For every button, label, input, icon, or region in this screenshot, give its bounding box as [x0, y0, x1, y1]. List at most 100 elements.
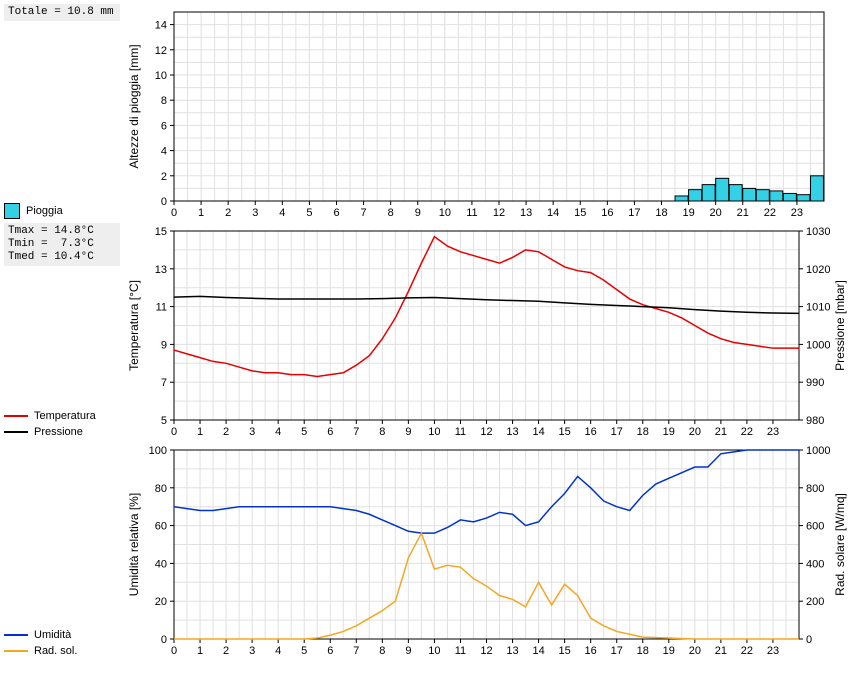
legend-line — [4, 634, 28, 636]
legend-rain: Pioggia — [4, 203, 120, 219]
svg-text:980: 980 — [806, 415, 824, 427]
svg-text:3: 3 — [252, 207, 258, 219]
svg-text:2: 2 — [223, 645, 229, 657]
legend-label: Temperatura — [34, 410, 96, 422]
svg-text:9: 9 — [161, 339, 167, 351]
svg-text:2: 2 — [223, 426, 229, 438]
legend-item: Rad. sol. — [4, 645, 120, 657]
svg-text:23: 23 — [767, 645, 779, 657]
svg-text:Pressione [mbar]: Pressione [mbar] — [833, 280, 847, 371]
svg-text:6: 6 — [327, 426, 333, 438]
svg-text:14: 14 — [155, 20, 167, 32]
svg-text:1: 1 — [198, 207, 204, 219]
svg-text:17: 17 — [611, 645, 623, 657]
chart-rain: 0123456789101112131415161718192021222302… — [124, 4, 856, 219]
svg-text:990: 990 — [806, 377, 824, 389]
svg-text:4: 4 — [161, 146, 167, 158]
svg-text:4: 4 — [279, 207, 285, 219]
svg-text:5: 5 — [306, 207, 312, 219]
svg-text:18: 18 — [637, 426, 649, 438]
svg-text:16: 16 — [585, 426, 597, 438]
svg-text:14: 14 — [532, 426, 544, 438]
svg-text:13: 13 — [520, 207, 532, 219]
svg-text:15: 15 — [559, 426, 571, 438]
svg-text:60: 60 — [155, 521, 167, 533]
svg-text:0: 0 — [171, 645, 177, 657]
legend-item: Temperatura — [4, 410, 120, 422]
svg-text:10: 10 — [439, 207, 451, 219]
svg-text:14: 14 — [532, 645, 544, 657]
legend-swatch — [4, 203, 20, 219]
svg-text:8: 8 — [388, 207, 394, 219]
svg-text:1010: 1010 — [806, 302, 830, 314]
svg-text:1020: 1020 — [806, 264, 830, 276]
svg-text:4: 4 — [275, 426, 281, 438]
svg-text:7: 7 — [161, 377, 167, 389]
svg-text:7: 7 — [353, 645, 359, 657]
legend-label: Umidità — [34, 629, 71, 641]
svg-text:21: 21 — [737, 207, 749, 219]
svg-text:800: 800 — [806, 483, 824, 495]
svg-text:5: 5 — [301, 645, 307, 657]
svg-text:8: 8 — [379, 426, 385, 438]
svg-text:23: 23 — [767, 426, 779, 438]
svg-text:3: 3 — [249, 645, 255, 657]
weather-charts-page: Totale = 10.8 mm Pioggia 012345678910111… — [4, 4, 856, 661]
svg-text:2: 2 — [161, 171, 167, 183]
svg-text:6: 6 — [161, 120, 167, 132]
svg-text:9: 9 — [415, 207, 421, 219]
svg-text:0: 0 — [161, 634, 167, 646]
legend-item: Pioggia — [4, 203, 120, 219]
row-humid: UmiditàRad. sol. 01234567891011121314151… — [4, 442, 856, 657]
row-temp: Tmax = 14.8°C Tmin = 7.3°C Tmed = 10.4°C… — [4, 223, 856, 438]
svg-text:11: 11 — [455, 645, 466, 657]
svg-text:11: 11 — [455, 426, 466, 438]
svg-text:7: 7 — [353, 426, 359, 438]
svg-text:10: 10 — [428, 645, 440, 657]
svg-text:1: 1 — [197, 645, 203, 657]
svg-text:17: 17 — [628, 207, 640, 219]
chart-temp: 0123456789101112131415161718192021222357… — [124, 223, 856, 438]
left-col-humid: Umidità Rad. sol. — [4, 442, 124, 657]
svg-text:15: 15 — [574, 207, 586, 219]
stats-temp: Tmax = 14.8°C Tmin = 7.3°C Tmed = 10.4°C — [4, 223, 120, 266]
svg-text:8: 8 — [161, 95, 167, 107]
svg-text:20: 20 — [710, 207, 722, 219]
svg-text:20: 20 — [155, 596, 167, 608]
svg-text:20: 20 — [689, 645, 701, 657]
svg-text:16: 16 — [585, 645, 597, 657]
legend-humid: Umidità Rad. sol. — [4, 629, 120, 657]
svg-text:1000: 1000 — [806, 339, 830, 351]
svg-text:400: 400 — [806, 558, 824, 570]
svg-text:14: 14 — [547, 207, 559, 219]
stats-rain: Totale = 10.8 mm — [4, 4, 120, 21]
svg-text:12: 12 — [155, 45, 167, 57]
svg-text:13: 13 — [506, 426, 518, 438]
svg-text:17: 17 — [611, 426, 623, 438]
svg-text:7: 7 — [361, 207, 367, 219]
svg-text:22: 22 — [764, 207, 776, 219]
svg-text:12: 12 — [480, 426, 492, 438]
svg-text:Umidità relativa [%]: Umidità relativa [%] — [127, 493, 141, 596]
svg-text:22: 22 — [741, 645, 753, 657]
svg-text:4: 4 — [275, 645, 281, 657]
svg-text:6: 6 — [333, 207, 339, 219]
svg-text:12: 12 — [480, 645, 492, 657]
svg-text:80: 80 — [155, 483, 167, 495]
legend-line — [4, 431, 28, 433]
svg-text:3: 3 — [249, 426, 255, 438]
svg-text:0: 0 — [171, 426, 177, 438]
svg-text:21: 21 — [715, 645, 727, 657]
svg-text:0: 0 — [171, 207, 177, 219]
left-col-rain: Totale = 10.8 mm Pioggia — [4, 4, 124, 219]
svg-text:13: 13 — [155, 264, 167, 276]
svg-text:19: 19 — [682, 207, 694, 219]
legend-label: Pioggia — [26, 205, 63, 217]
left-col-temp: Tmax = 14.8°C Tmin = 7.3°C Tmed = 10.4°C… — [4, 223, 124, 438]
svg-text:13: 13 — [506, 645, 518, 657]
svg-text:11: 11 — [156, 302, 167, 314]
svg-text:10: 10 — [155, 70, 167, 82]
svg-text:1: 1 — [197, 426, 203, 438]
svg-text:1000: 1000 — [806, 445, 830, 457]
svg-text:Rad. solare [W/mq]: Rad. solare [W/mq] — [833, 493, 847, 596]
